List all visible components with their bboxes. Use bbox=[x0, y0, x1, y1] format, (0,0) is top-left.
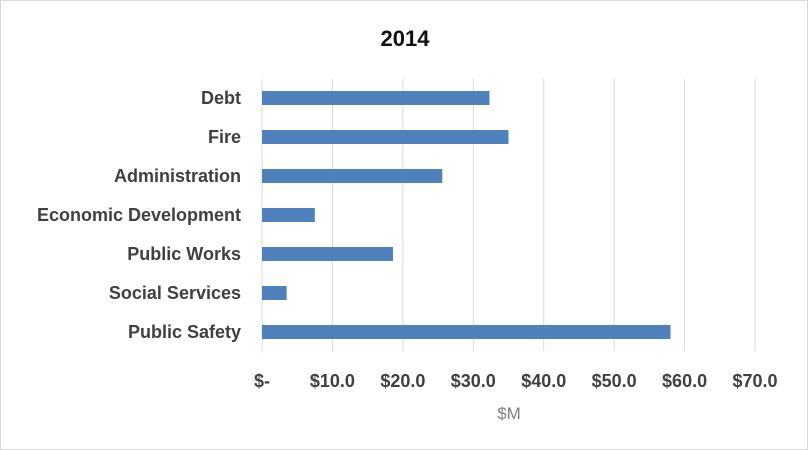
category-label: Fire bbox=[208, 127, 241, 147]
x-tick-labels: $- $10.0 $20.0 $30.0 $40.0 $50.0 $60.0 $70.0 bbox=[254, 371, 778, 391]
x-tick-label: $70.0 bbox=[732, 371, 777, 391]
bar bbox=[262, 169, 443, 183]
bar bbox=[262, 208, 315, 222]
category-label: Administration bbox=[114, 166, 241, 186]
category-label: Economic Development bbox=[37, 205, 241, 225]
category-label: Debt bbox=[201, 88, 241, 108]
x-tick-label: $10.0 bbox=[310, 371, 355, 391]
gridlines bbox=[261, 79, 756, 351]
bar bbox=[262, 247, 393, 261]
x-tick-label: $- bbox=[254, 371, 270, 391]
x-axis-title: $M bbox=[497, 404, 521, 423]
category-label: Public Safety bbox=[128, 322, 241, 342]
bar bbox=[262, 325, 671, 339]
x-tick-label: $40.0 bbox=[521, 371, 566, 391]
bar bbox=[262, 286, 287, 300]
x-tick-label: $60.0 bbox=[662, 371, 707, 391]
x-tick-label: $50.0 bbox=[592, 371, 637, 391]
category-label: Social Services bbox=[109, 283, 241, 303]
category-label: Public Works bbox=[127, 244, 241, 264]
bar bbox=[262, 91, 490, 105]
bar bbox=[262, 130, 509, 144]
x-tick-label: $30.0 bbox=[451, 371, 496, 391]
category-labels: Debt Fire Administration Economic Developme… bbox=[37, 88, 241, 342]
x-tick-label: $20.0 bbox=[380, 371, 425, 391]
chart-title: 2014 bbox=[381, 26, 431, 51]
bars bbox=[262, 91, 671, 339]
